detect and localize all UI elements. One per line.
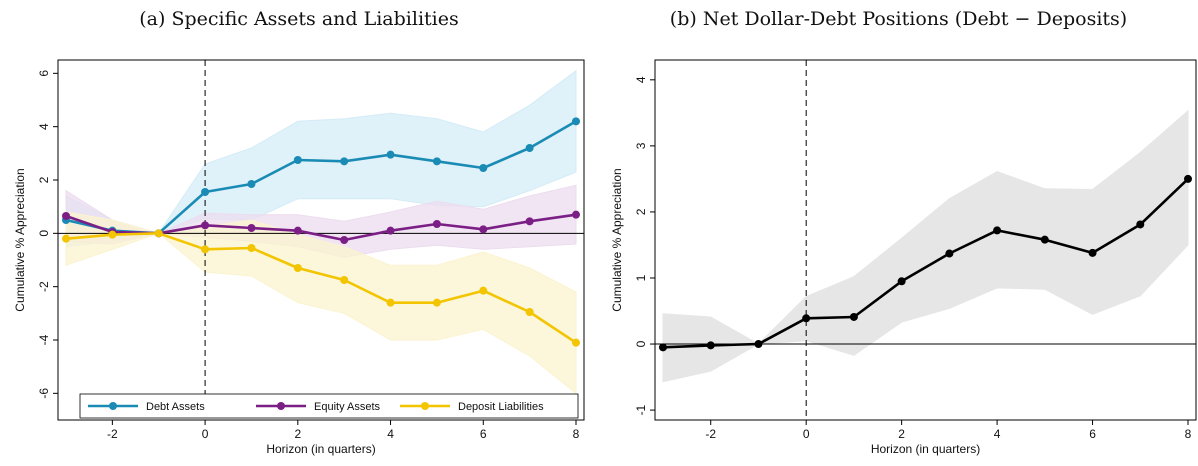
data-point-0-0-3: [201, 188, 210, 196]
data-point-1-0-1: [706, 341, 715, 350]
legend-label-0: Debt Assets: [146, 401, 205, 413]
data-point-0-0-4: [247, 180, 256, 188]
data-point-0-1-10: [525, 217, 534, 226]
data-point-0-1-5: [293, 226, 302, 235]
panel-b-title: (b) Net Dollar-Debt Positions (Debt − De…: [669, 8, 1128, 30]
legend-swatch-marker-2: [421, 402, 429, 410]
y-axis-label-1: Cumulative % Appreciation: [610, 168, 624, 311]
x-tick-label-0-0: 0: [202, 427, 209, 441]
data-point-1-0-7: [993, 226, 1002, 235]
data-point-0-2-1: [108, 230, 117, 239]
x-tick-label-0--2: -2: [107, 427, 118, 441]
data-point-0-1-3: [201, 221, 210, 230]
legend-label-1: Equity Assets: [314, 401, 381, 413]
data-point-1-0-2: [754, 340, 763, 349]
series-line-1-0: [662, 177, 1189, 349]
data-point-0-1-7: [386, 226, 395, 235]
data-point-0-1-9: [479, 225, 488, 234]
y-tick-label-0-4: 4: [37, 123, 51, 130]
data-point-0-2-3: [201, 245, 210, 254]
data-point-0-2-6: [340, 276, 349, 284]
series-line-0-2: [65, 232, 577, 344]
data-point-0-0-8: [432, 157, 441, 166]
data-point-1-0-6: [945, 249, 954, 258]
data-point-0-2-5: [293, 264, 302, 272]
data-point-0-0-6: [340, 157, 349, 166]
y-tick-label-1-0: 0: [634, 340, 648, 347]
y-tick-label-0-2: 2: [37, 176, 51, 183]
x-tick-label-1-2: 2: [898, 427, 905, 441]
plot-frame-0: [57, 59, 585, 421]
panel-a-title: (a) Specific Assets and Liabilities: [139, 8, 459, 30]
data-point-0-0-10: [525, 144, 534, 152]
x-tick-label-0-8: 8: [573, 427, 580, 441]
x-tick-label-0-2: 2: [294, 427, 301, 441]
y-tick-label-1-4: 4: [634, 76, 648, 83]
data-point-0-1-11: [572, 210, 580, 219]
data-point-1-0-10: [1136, 220, 1145, 229]
data-point-0-2-0: [62, 234, 70, 243]
data-point-0-0-7: [386, 150, 395, 159]
x-tick-label-1--2: -2: [705, 427, 716, 441]
y-tick-label-1-3: 3: [634, 142, 648, 149]
x-tick-label-1-8: 8: [1185, 427, 1192, 441]
y-tick-label-0--6: -6: [37, 388, 51, 399]
data-point-0-0-5: [293, 156, 302, 164]
data-point-1-0-5: [897, 277, 906, 286]
data-point-0-0-9: [479, 164, 488, 172]
x-tick-label-1-6: 6: [1089, 427, 1096, 441]
y-tick-label-0-6: 6: [37, 70, 51, 77]
data-point-0-2-4: [247, 244, 256, 252]
x-tick-label-1-4: 4: [994, 427, 1001, 441]
plot-frame-1: [654, 59, 1197, 421]
data-point-0-2-10: [525, 308, 534, 316]
y-tick-label-1-1: 1: [634, 274, 648, 281]
x-tick-label-0-4: 4: [387, 427, 394, 441]
data-point-1-0-9: [1088, 248, 1097, 257]
data-point-1-0-8: [1040, 235, 1049, 244]
data-point-1-0-3: [802, 314, 811, 323]
data-point-1-0-11: [1184, 174, 1192, 183]
data-point-0-1-0: [62, 212, 70, 220]
x-axis-label-0: Horizon (in quarters): [266, 442, 375, 456]
y-tick-label-0-0: 0: [37, 230, 51, 237]
y-tick-label-1--1: -1: [634, 404, 648, 415]
data-point-0-0-11: [572, 117, 580, 126]
legend-box: [79, 393, 579, 419]
confidence-band-1-0: [662, 109, 1189, 383]
y-tick-label-0--4: -4: [37, 334, 51, 345]
data-point-1-0-4: [849, 312, 858, 321]
data-point-1-0-0: [659, 343, 667, 352]
x-axis-label-1: Horizon (in quarters): [871, 442, 980, 456]
y-tick-label-0--2: -2: [37, 281, 51, 292]
data-point-0-1-8: [432, 220, 441, 228]
data-point-0-2-2: [154, 229, 163, 238]
data-point-0-2-11: [572, 338, 580, 347]
data-point-0-1-4: [247, 224, 256, 232]
legend-swatch-marker-0: [109, 402, 117, 410]
x-tick-label-0-6: 6: [480, 427, 487, 441]
y-tick-label-1-2: 2: [634, 208, 648, 215]
x-tick-label-1-0: 0: [803, 427, 810, 441]
data-point-0-2-8: [432, 298, 441, 307]
legend-label-2: Deposit Liabilities: [458, 401, 544, 413]
legend-swatch-marker-1: [277, 402, 285, 410]
data-point-0-2-7: [386, 298, 395, 307]
y-axis-label-0: Cumulative % Appreciation: [13, 168, 27, 311]
data-point-0-2-9: [479, 286, 488, 295]
data-point-0-1-6: [340, 236, 349, 244]
